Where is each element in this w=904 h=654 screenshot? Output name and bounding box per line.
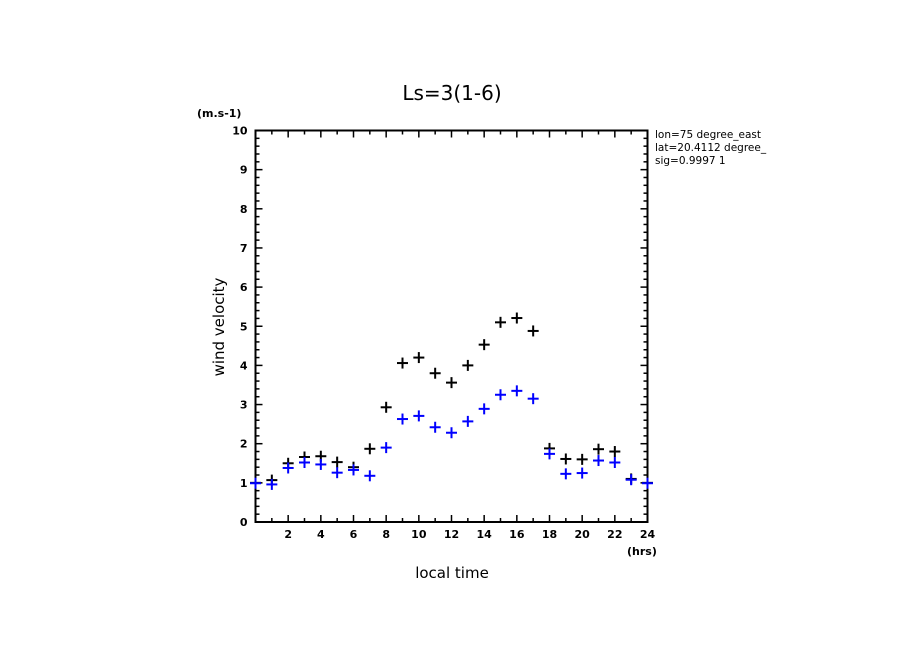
series-black-point	[511, 312, 523, 324]
y-tick-label: 3	[240, 399, 248, 412]
y-unit-label: (m.s-1)	[197, 107, 241, 120]
x-tick-label: 8	[382, 528, 390, 541]
series-blue-point	[642, 477, 653, 489]
y-tick-label: 6	[240, 281, 248, 294]
series-black-point	[446, 377, 457, 389]
series-blue-point	[527, 393, 539, 405]
y-tick-label: 5	[240, 320, 248, 333]
plot-frame	[254, 129, 649, 523]
x-tick-label: 4	[317, 528, 325, 541]
series-blue-point	[495, 389, 506, 401]
y-tick-label: 8	[240, 203, 248, 216]
series-black-point	[380, 401, 392, 413]
series-blue-point	[511, 385, 523, 397]
series-black-point	[495, 316, 506, 328]
x-tick-label: 24	[640, 528, 656, 541]
series-blue-point	[478, 403, 490, 415]
series-blue-point	[266, 478, 278, 490]
series-blue-point	[560, 468, 572, 480]
x-tick-label: 20	[575, 528, 591, 541]
y-tick-label: 0	[240, 516, 248, 529]
series-blue-point	[299, 456, 310, 468]
series-black-point	[593, 443, 604, 455]
annotation-sig: sig=0.9997 1	[655, 155, 726, 167]
series-blue-point	[576, 467, 588, 479]
series-blue-point	[462, 415, 474, 427]
x-tick-label: 22	[607, 528, 622, 541]
series-black-point	[462, 359, 474, 371]
series-blue-point	[331, 467, 343, 479]
series-blue-point	[282, 462, 294, 474]
x-tick-label: 16	[509, 528, 525, 541]
annotation-lon: lon=75 degree_east	[655, 129, 761, 141]
series-black-point	[527, 325, 539, 337]
series-blue-point	[380, 442, 392, 454]
x-tick-label: 14	[477, 528, 493, 541]
chart-title: Ls=3(1-6)	[402, 81, 501, 105]
x-tick-label: 6	[350, 528, 358, 541]
series-black-point	[478, 339, 490, 351]
series-black-point	[397, 357, 408, 369]
series-blue-point	[429, 421, 441, 433]
series-blue-point	[544, 448, 555, 460]
annotation-lat: lat=20.4112 degree_	[655, 142, 767, 154]
series-blue-point	[348, 464, 359, 476]
series-blue-point	[413, 410, 425, 422]
series-blue-point	[446, 427, 457, 439]
series-black-point	[331, 456, 343, 468]
y-tick-label: 9	[240, 164, 248, 177]
series-black-point	[429, 367, 441, 379]
series-blue-point	[364, 470, 376, 482]
series-black-point	[413, 352, 425, 364]
x-unit-label: (hrs)	[627, 545, 657, 558]
series-blue-point	[593, 455, 604, 467]
series-black-point	[576, 453, 588, 465]
x-tick-label: 18	[542, 528, 557, 541]
y-tick-label: 4	[240, 359, 248, 372]
y-tick-label: 2	[240, 438, 248, 451]
series-black-point	[560, 453, 572, 465]
series-blue-point	[397, 413, 408, 425]
x-tick-label: 10	[411, 528, 427, 541]
y-tick-label: 10	[232, 125, 248, 138]
x-tick-label: 2	[284, 528, 292, 541]
y-tick-label: 1	[240, 477, 248, 490]
series-blue-point	[250, 477, 261, 489]
series-black-point	[364, 443, 376, 455]
series-blue-point	[625, 474, 637, 486]
series-blue-point	[315, 458, 327, 470]
x-tick-label: 12	[444, 528, 459, 541]
y-axis-label: wind velocity	[210, 277, 228, 376]
x-axis-label: local time	[415, 564, 489, 582]
series-blue-point	[609, 456, 621, 468]
y-tick-label: 7	[240, 242, 248, 255]
series-black-point	[609, 446, 621, 458]
